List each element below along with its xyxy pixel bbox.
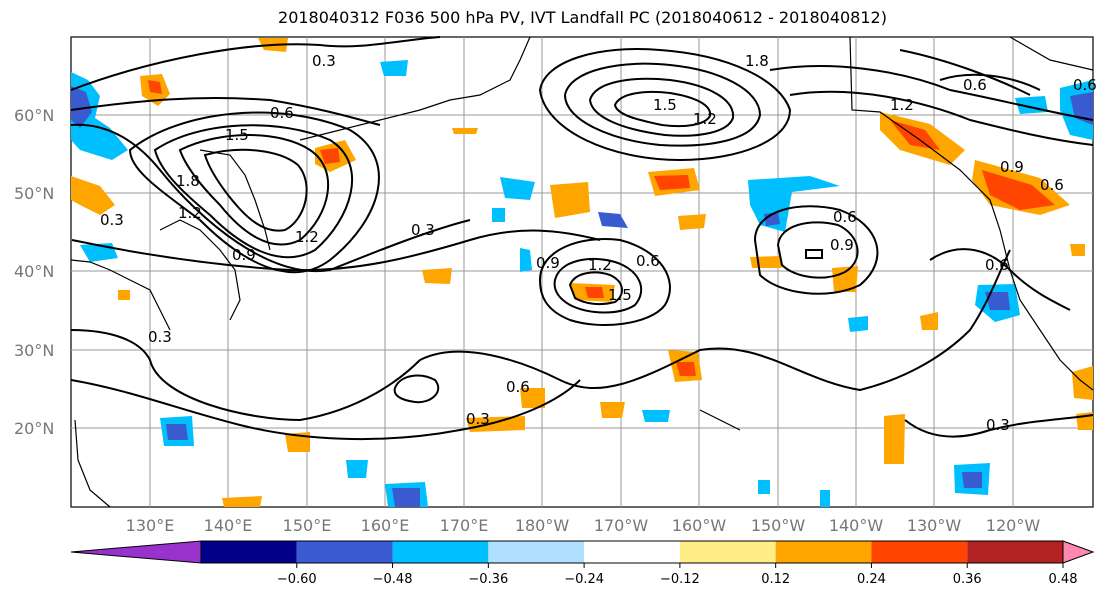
- colorbar-tick-label: −0.48: [373, 572, 413, 587]
- lon-label: 150°E: [283, 516, 332, 535]
- colorbar-tick-label: −0.24: [564, 572, 604, 587]
- contour-label: 0.9: [232, 246, 256, 264]
- contour-label: 0.9: [536, 254, 560, 272]
- contour-label: 1.2: [693, 110, 717, 128]
- colorbar-segment: [488, 541, 584, 563]
- contour-label: 1.5: [653, 96, 677, 114]
- lat-label: 40°N: [14, 262, 54, 281]
- colorbar-tick-label: −0.12: [660, 572, 700, 587]
- lat-label: 30°N: [14, 341, 54, 360]
- contour-label: 0.3: [411, 221, 435, 239]
- contour-label: 0.3: [986, 416, 1010, 434]
- colorbar-segment: [871, 541, 967, 563]
- contour-label: 0.6: [506, 378, 530, 396]
- contour-label: 1.2: [178, 204, 202, 222]
- contour-label: 1.5: [225, 126, 249, 144]
- contour-label: 0.3: [148, 328, 172, 346]
- colorbar-segment: [967, 541, 1063, 563]
- contour-label: 1.2: [890, 96, 914, 114]
- contour-label: 0.6: [963, 76, 987, 94]
- colorbar-segment: [680, 541, 776, 563]
- contour-label: 0.6: [1073, 76, 1097, 94]
- colorbar: −0.60 −0.48 −0.36 −0.24 −0.12 0.12 0.24 0.36 0.4…: [71, 541, 1105, 587]
- colorbar-segment: [297, 541, 393, 563]
- contour-label: 1.8: [745, 52, 769, 70]
- contour-label: 0.6: [1040, 176, 1064, 194]
- lat-label: 60°N: [14, 106, 54, 125]
- contour-label: 0.6: [985, 256, 1009, 274]
- lon-label: 130°E: [126, 516, 175, 535]
- lon-label: 140°E: [204, 516, 253, 535]
- lon-label: 170°W: [594, 516, 649, 535]
- contour-label: 0.6: [636, 252, 660, 270]
- colorbar-tick-label: 0.36: [953, 572, 982, 587]
- contour-label: 1.2: [295, 228, 319, 246]
- lon-label: 160°E: [361, 516, 410, 535]
- lat-label: 20°N: [14, 419, 54, 438]
- lon-label: 130°W: [907, 516, 962, 535]
- lon-label: 140°W: [829, 516, 884, 535]
- contour-label: 1.5: [608, 286, 632, 304]
- colorbar-segment: [393, 541, 489, 563]
- colorbar-segment: [776, 541, 872, 563]
- lon-label: 180°W: [515, 516, 570, 535]
- lon-label: 160°W: [672, 516, 727, 535]
- contour-label: 0.3: [100, 211, 124, 229]
- colorbar-tick-label: 0.48: [1049, 572, 1078, 587]
- lon-label: 150°W: [751, 516, 806, 535]
- contour-label: 0.3: [312, 52, 336, 70]
- contour-label: 1.2: [588, 256, 612, 274]
- colorbar-arrow-high: [1063, 541, 1093, 563]
- colorbar-tick-label: 0.12: [761, 572, 790, 587]
- lat-label: 50°N: [14, 184, 54, 203]
- contour-label: 0.3: [466, 410, 490, 428]
- contour-label: 0.6: [270, 104, 294, 122]
- colorbar-arrow-low: [71, 541, 201, 563]
- contour-label: 0.9: [1000, 158, 1024, 176]
- latitude-labels: 60°N 50°N 40°N 30°N 20°N: [14, 106, 54, 438]
- colorbar-tick-label: −0.60: [277, 572, 317, 587]
- colorbar-segment: [201, 541, 297, 563]
- colorbar-tick-label: −0.36: [468, 572, 508, 587]
- contour-label: 1.8: [176, 172, 200, 190]
- contour-label: 0.6: [833, 208, 857, 226]
- lon-label: 120°W: [986, 516, 1041, 535]
- lon-label: 170°E: [440, 516, 489, 535]
- colorbar-segment: [584, 541, 680, 563]
- longitude-labels: 130°E 140°E 150°E 160°E 170°E 180°W 170°…: [126, 516, 1041, 535]
- colorbar-tick-label: 0.24: [857, 572, 886, 587]
- contour-label: 0.9: [830, 236, 854, 254]
